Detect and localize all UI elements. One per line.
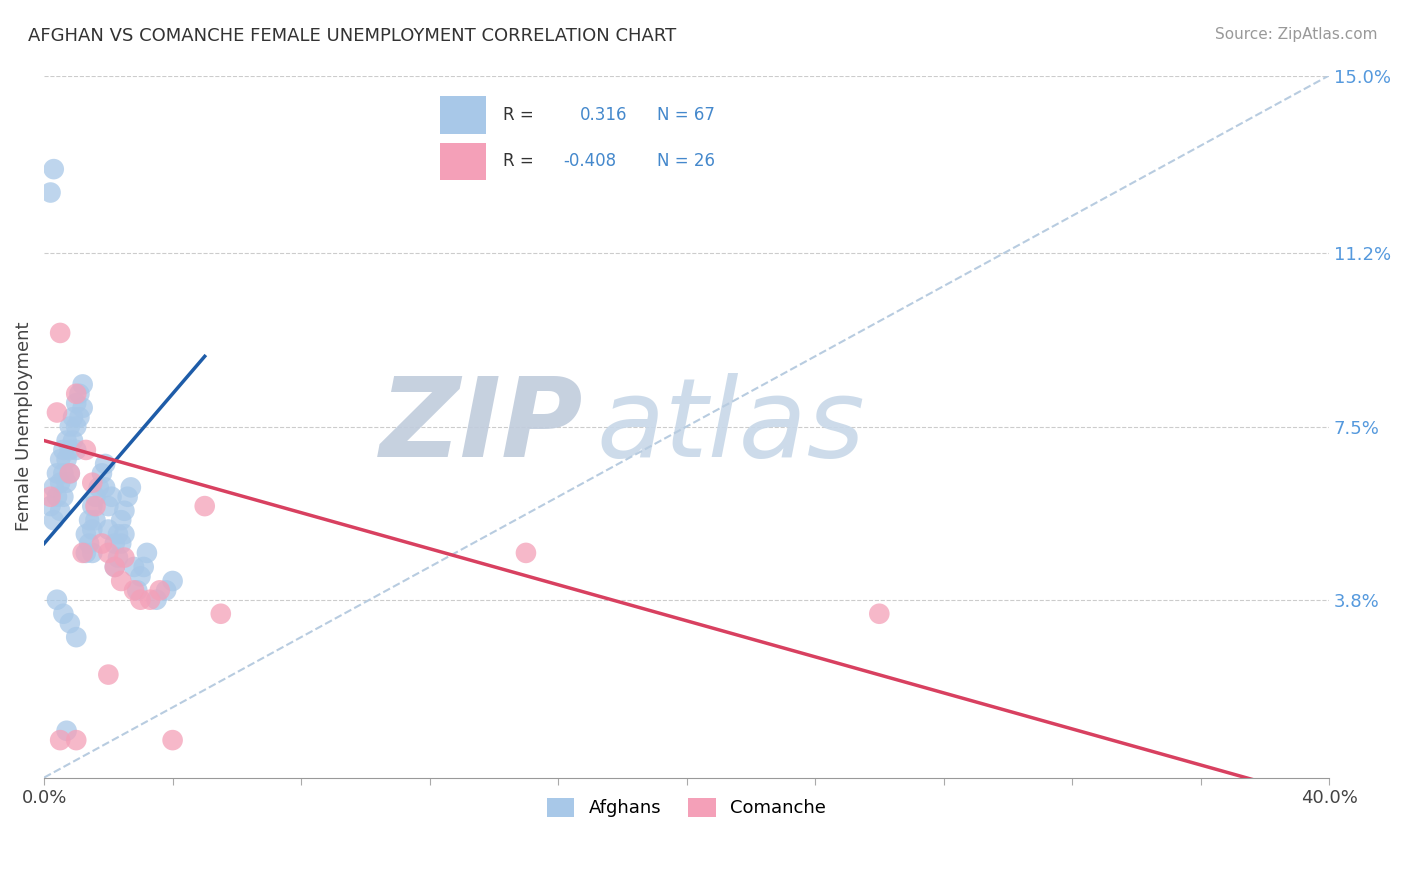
Point [135,546,157,560]
Point [82,475,104,490]
Point [107,550,129,565]
Point [49,475,72,490]
Point [42,513,65,527]
Point [46,490,69,504]
Point [127,583,149,598]
Point [55,475,77,490]
Point [82,546,104,560]
Point [84,490,107,504]
Point [112,550,135,565]
Point [55,434,77,448]
Point [39,490,62,504]
Point [49,452,72,467]
Point [39,186,62,200]
Point [120,480,142,494]
Point [139,592,162,607]
Point [209,607,232,621]
Point [75,546,97,560]
Y-axis label: Female Unemployment: Female Unemployment [15,322,32,532]
Point [162,733,184,747]
Point [65,630,87,644]
Point [52,467,75,481]
Point [104,560,127,574]
Point [52,490,75,504]
Point [62,410,84,425]
Point [122,560,145,574]
Point [72,546,94,560]
Point [117,490,139,504]
Point [77,513,100,527]
Point [65,419,87,434]
Text: ZIP: ZIP [380,373,583,480]
Point [46,467,69,481]
Point [59,419,82,434]
Point [90,467,112,481]
Legend: Afghans, Comanche: Afghans, Comanche [540,791,834,825]
Point [42,480,65,494]
Point [122,583,145,598]
Point [77,536,100,550]
Point [72,401,94,415]
Text: Source: ZipAtlas.com: Source: ZipAtlas.com [1215,27,1378,42]
Point [112,504,135,518]
Point [100,490,122,504]
Point [194,499,217,513]
Point [87,480,110,494]
Point [49,733,72,747]
Point [94,457,117,471]
Point [69,386,91,401]
Point [82,499,104,513]
Point [112,527,135,541]
Point [75,527,97,541]
Point [107,527,129,541]
Point [69,410,91,425]
Point [97,499,120,513]
Point [75,442,97,457]
Point [46,592,69,607]
Point [84,513,107,527]
Point [72,377,94,392]
Point [52,607,75,621]
Point [59,467,82,481]
Point [90,536,112,550]
Point [49,326,72,340]
Point [42,162,65,177]
Point [49,504,72,518]
Point [94,480,117,494]
Point [84,499,107,513]
Point [515,546,537,560]
Point [65,386,87,401]
Point [110,574,132,588]
Point [82,523,104,537]
Point [59,467,82,481]
Point [59,616,82,631]
Point [162,574,184,588]
Point [104,560,127,574]
Point [129,592,152,607]
Point [868,607,890,621]
Point [59,442,82,457]
Point [62,434,84,448]
Point [65,396,87,410]
Point [55,723,77,738]
Point [65,442,87,457]
Point [104,536,127,550]
Point [46,405,69,419]
Point [97,523,120,537]
Point [129,569,152,583]
Point [132,560,155,574]
Point [145,592,167,607]
Text: AFGHAN VS COMANCHE FEMALE UNEMPLOYMENT CORRELATION CHART: AFGHAN VS COMANCHE FEMALE UNEMPLOYMENT C… [28,27,676,45]
Point [97,546,120,560]
Point [97,667,120,681]
Text: atlas: atlas [596,373,865,480]
Point [149,583,172,598]
Point [65,733,87,747]
Point [110,536,132,550]
Point [155,583,177,598]
Point [52,442,75,457]
Point [39,499,62,513]
Point [110,513,132,527]
Point [55,452,77,467]
